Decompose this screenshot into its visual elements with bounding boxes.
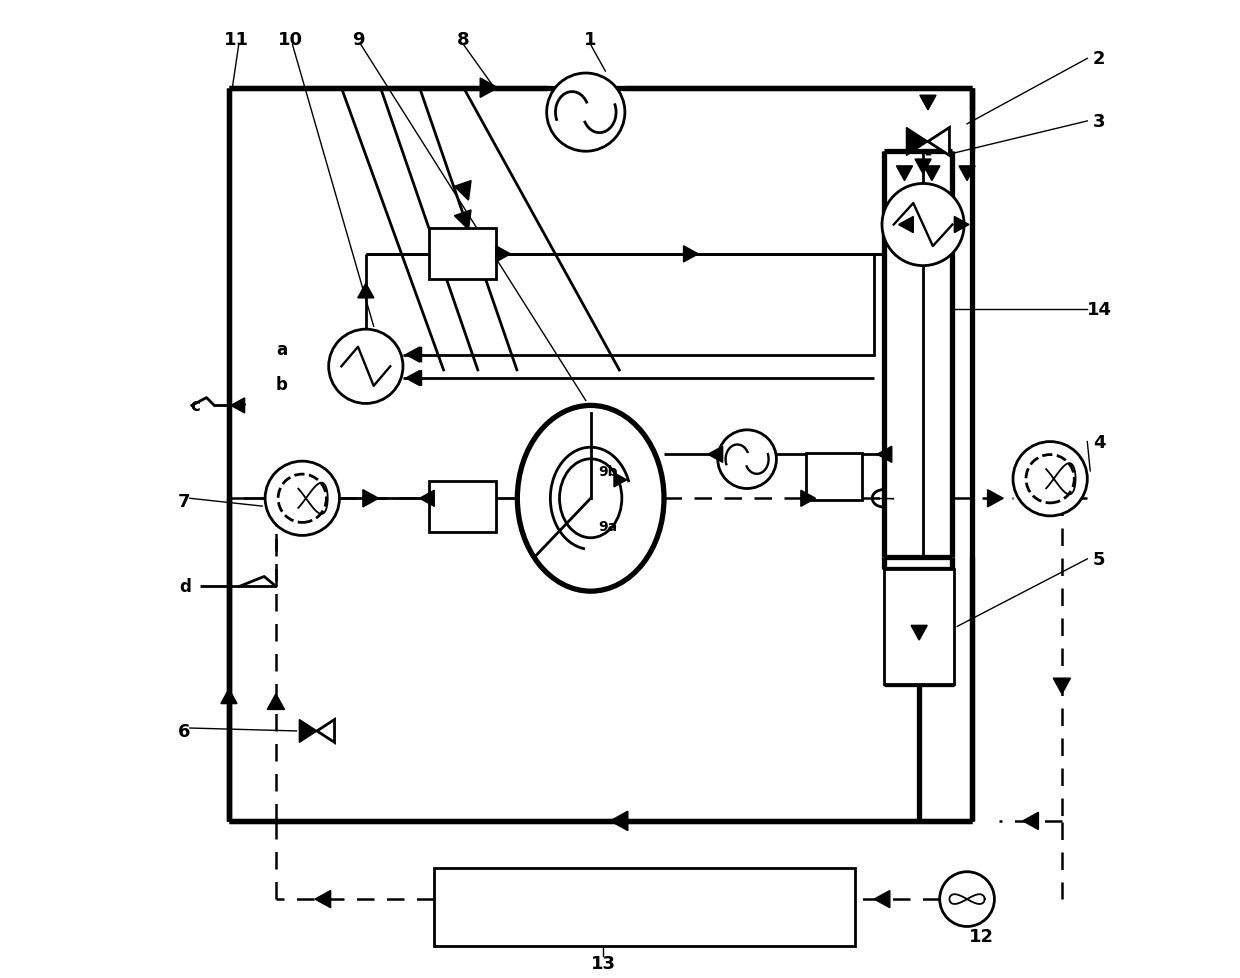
Polygon shape [405,348,419,363]
Polygon shape [683,246,698,263]
Polygon shape [1023,813,1038,829]
Ellipse shape [517,406,663,592]
Polygon shape [987,490,1003,508]
Polygon shape [911,626,928,641]
Text: b: b [275,376,288,393]
Text: c: c [190,397,200,415]
Ellipse shape [559,460,621,538]
Polygon shape [419,491,434,507]
Polygon shape [299,720,317,742]
Text: 3: 3 [1092,112,1105,131]
Polygon shape [614,473,626,487]
Text: 1: 1 [584,30,596,49]
Polygon shape [480,79,497,98]
Text: 2: 2 [1092,50,1105,68]
Text: 7: 7 [177,493,190,511]
Bar [429,229,496,280]
Polygon shape [924,166,940,181]
Polygon shape [454,181,471,200]
Polygon shape [315,891,331,908]
Bar [429,481,496,532]
Polygon shape [801,491,816,507]
Polygon shape [955,217,968,234]
Circle shape [1025,455,1074,504]
Bar [884,569,955,685]
Text: 12: 12 [970,927,994,946]
Polygon shape [920,96,936,111]
Text: 9: 9 [352,30,365,49]
Circle shape [718,430,776,489]
Bar [806,454,863,501]
Polygon shape [906,128,928,156]
Polygon shape [877,447,892,463]
Text: 13: 13 [591,954,616,972]
Text: 8: 8 [458,30,470,49]
Text: 5: 5 [1092,551,1105,568]
Text: 9a: 9a [599,519,618,533]
Polygon shape [897,166,913,181]
Text: 6: 6 [177,722,190,740]
Text: 10: 10 [278,30,303,49]
Polygon shape [408,371,422,386]
Polygon shape [899,217,914,234]
Bar [434,867,854,946]
Text: a: a [277,340,288,358]
Polygon shape [221,689,237,704]
Polygon shape [268,694,284,710]
Circle shape [547,74,625,152]
Circle shape [278,474,326,523]
Polygon shape [1053,679,1070,694]
Text: 14: 14 [1086,300,1111,318]
Text: 11: 11 [224,30,249,49]
Polygon shape [363,490,378,508]
Polygon shape [496,246,511,263]
Circle shape [1013,442,1087,516]
Circle shape [329,330,403,404]
Circle shape [882,184,965,266]
Polygon shape [874,891,890,908]
Circle shape [265,462,340,536]
Text: 4: 4 [1092,433,1105,451]
Text: d: d [179,578,191,596]
Polygon shape [358,284,374,298]
Polygon shape [928,128,950,156]
Polygon shape [405,371,419,386]
Text: 9b: 9b [599,465,618,478]
Polygon shape [708,447,723,463]
Circle shape [940,871,994,926]
Polygon shape [959,166,975,181]
Polygon shape [317,720,335,742]
Polygon shape [610,812,627,830]
Polygon shape [454,210,471,230]
Polygon shape [408,348,422,363]
Polygon shape [915,159,931,174]
Polygon shape [231,398,244,414]
